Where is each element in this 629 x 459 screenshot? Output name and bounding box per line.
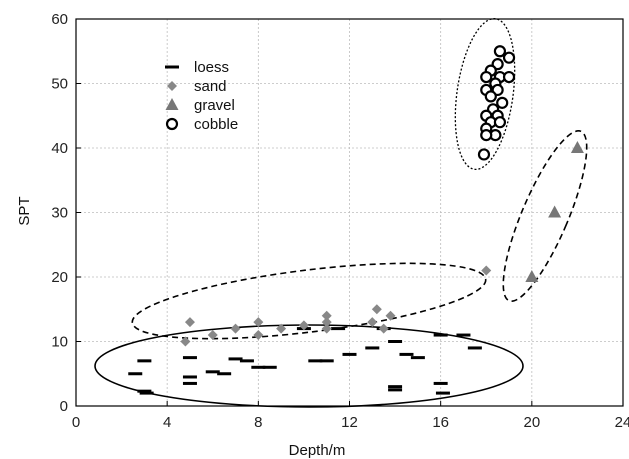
legend-item-cobble: cobble	[165, 116, 238, 133]
loess-point	[205, 370, 220, 374]
loess-point	[435, 391, 450, 395]
sand-point	[253, 317, 264, 328]
sand-point	[371, 304, 382, 315]
loess-point	[217, 372, 232, 376]
loess-point	[182, 375, 197, 379]
legend-item-gravel: gravel	[165, 97, 235, 114]
loess-point	[239, 359, 254, 363]
loess-point	[137, 389, 152, 393]
sand-cluster-ellipse	[131, 262, 487, 340]
legend-label-loess: loess	[194, 59, 229, 76]
cobble-point	[480, 129, 493, 142]
legend-label-cobble: cobble	[194, 116, 238, 133]
grid-lines	[76, 19, 623, 406]
cobble-point	[477, 148, 491, 161]
legend-item-sand: sand	[167, 78, 227, 95]
y-tick-label: 20	[51, 269, 68, 286]
sand-point	[230, 323, 241, 334]
x-tick-label: 4	[163, 414, 171, 431]
loess-point	[182, 356, 197, 360]
loess-point	[456, 333, 471, 337]
x-tick-label: 16	[432, 414, 449, 431]
sand-point	[321, 323, 332, 334]
series-sand	[180, 265, 492, 347]
legend-marker-loess	[165, 65, 179, 69]
data-points	[128, 45, 584, 395]
gravel-point	[570, 141, 584, 153]
loess-point	[139, 391, 154, 395]
loess-point	[331, 327, 346, 331]
y-tick-label: 40	[51, 140, 68, 157]
loess-point	[262, 365, 277, 369]
gravel-point	[548, 205, 562, 218]
x-tick-label: 24	[615, 414, 629, 431]
loess-point	[365, 346, 380, 350]
gravel-cluster-ellipse	[502, 130, 588, 302]
x-tick-label: 12	[341, 414, 358, 431]
sand-point	[481, 265, 492, 276]
loess-point	[342, 352, 357, 356]
legend-item-loess: loess	[165, 59, 229, 76]
sand-point	[321, 317, 332, 328]
loess-point	[182, 381, 197, 385]
legend-label-sand: sand	[194, 78, 227, 95]
sand-point	[385, 310, 396, 321]
legend-marker-gravel	[165, 98, 179, 110]
loess-point	[433, 381, 448, 385]
cobble-point	[502, 51, 516, 64]
legend-marker-sand	[167, 81, 177, 91]
sand-point	[180, 336, 191, 347]
legend-label-gravel: gravel	[194, 97, 235, 114]
gravel-point	[525, 270, 539, 282]
x-axis-label: Depth/m	[289, 442, 346, 459]
cobble-point	[484, 90, 497, 103]
sand-point	[276, 323, 287, 334]
y-tick-label: 0	[60, 398, 68, 415]
x-tick-label: 0	[72, 414, 80, 431]
loess-point	[388, 340, 403, 343]
sand-point	[207, 330, 218, 341]
y-tick-label: 50	[51, 76, 68, 93]
cobble-point	[493, 116, 507, 129]
legend: loess sand gravel cobble	[165, 59, 238, 133]
loess-point	[228, 357, 243, 361]
sand-point	[298, 320, 309, 331]
cobble-point	[496, 96, 509, 109]
loess-point	[128, 372, 143, 376]
sand-point	[253, 330, 264, 341]
loess-point	[467, 346, 482, 350]
loess-point	[388, 385, 403, 389]
loess-cluster-ellipse	[94, 324, 524, 408]
cobble-point	[502, 70, 516, 84]
sand-point	[378, 323, 389, 334]
x-tick-label: 8	[254, 414, 262, 431]
loess-point	[410, 356, 425, 360]
series-cobble	[477, 45, 516, 161]
y-tick-label: 30	[51, 205, 68, 222]
cobble-point	[493, 45, 507, 58]
y-tick-label: 10	[51, 334, 68, 351]
legend-marker-cobble	[165, 117, 179, 131]
loess-point	[308, 359, 323, 363]
axis-ticks: 0 4 8 12 16 20 24 0 10 20 30 40 50 60	[51, 11, 629, 431]
sand-point	[321, 310, 332, 321]
y-axis-label: SPT	[16, 196, 33, 225]
loess-point	[137, 359, 152, 363]
loess-point	[433, 333, 448, 337]
cobble-point	[480, 70, 493, 84]
loess-point	[388, 388, 403, 392]
sand-point	[184, 317, 195, 328]
series-gravel	[525, 141, 584, 282]
y-tick-label: 60	[51, 11, 68, 28]
loess-point	[319, 359, 334, 363]
loess-point	[399, 352, 414, 356]
loess-point	[251, 365, 266, 369]
x-tick-label: 20	[523, 414, 540, 431]
sand-point	[367, 317, 378, 328]
